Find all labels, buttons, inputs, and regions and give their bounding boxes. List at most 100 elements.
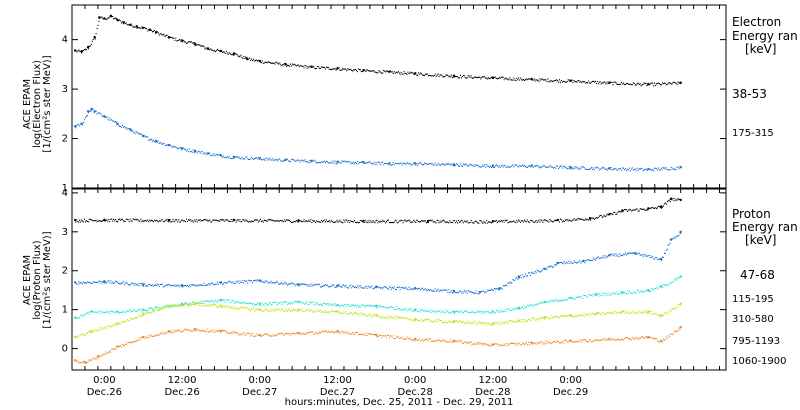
proton-trace-dot	[437, 339, 439, 341]
proton-trace-dot	[449, 321, 451, 323]
proton-trace-dot	[178, 284, 180, 286]
proton-trace-dot	[180, 331, 182, 333]
electron-trace-dot	[233, 54, 235, 56]
electron-trace-dot	[235, 156, 237, 158]
proton-trace-dot	[116, 346, 118, 348]
proton-trace-dot	[172, 306, 174, 308]
proton-trace-dot	[602, 216, 604, 218]
proton-trace-dot	[102, 281, 104, 283]
proton-trace-dot	[376, 336, 378, 338]
proton-trace-dot	[119, 345, 121, 347]
proton-trace-dot	[596, 293, 598, 295]
electron-trace-dot	[468, 75, 470, 77]
electron-trace-dot	[408, 163, 410, 165]
proton-trace-dot	[484, 311, 486, 313]
proton-trace-dot	[527, 221, 529, 223]
proton-trace-dot	[328, 220, 330, 222]
proton-trace-dot	[626, 337, 628, 339]
electron-trace-dot	[625, 83, 627, 85]
proton-trace-dot	[206, 301, 208, 303]
electron-trace-dot	[244, 57, 246, 59]
electron-trace-dot	[406, 74, 408, 76]
proton-trace-dot	[496, 222, 498, 224]
electron-trace-dot	[195, 150, 197, 152]
proton-trace-dot	[526, 219, 528, 221]
proton-trace-dot	[522, 342, 524, 344]
proton-trace-dot	[130, 318, 132, 320]
electron-trace-dot	[469, 76, 471, 78]
proton-trace-dot	[174, 220, 176, 222]
proton-trace-dot	[588, 314, 590, 316]
electron-trace-dot	[213, 153, 215, 155]
proton-trace-dot	[192, 303, 194, 305]
proton-trace-dot	[576, 262, 578, 264]
proton-trace-dot	[416, 309, 418, 311]
proton-trace-dot	[300, 310, 302, 312]
electron-trace-dot	[139, 132, 141, 134]
electron-trace-dot	[528, 165, 530, 167]
proton-trace-dot	[475, 220, 477, 222]
proton-trace-dot	[192, 284, 194, 286]
proton-trace-dot	[284, 334, 286, 336]
proton-trace-dot	[535, 303, 537, 305]
proton-trace-dot	[389, 286, 391, 288]
electron-trace-dot	[158, 142, 160, 144]
electron-trace-dot	[245, 156, 247, 158]
proton-trace-dot	[660, 286, 662, 288]
proton-trace-dot	[379, 221, 381, 223]
proton-trace-dot	[665, 285, 667, 287]
proton-trace-dot	[534, 221, 536, 223]
proton-trace-dot	[429, 289, 431, 291]
electron-trace-dot	[295, 65, 297, 67]
proton-trace-dot	[195, 219, 197, 221]
proton-trace-dot	[612, 338, 614, 340]
proton-trace-dot	[455, 340, 457, 342]
proton-trace-dot	[529, 305, 531, 307]
proton-trace-dot	[606, 338, 608, 340]
proton-trace-dot	[361, 221, 363, 223]
proton-trace-dot	[666, 284, 668, 286]
proton-trace-dot	[550, 317, 552, 319]
electron-trace-dot	[227, 157, 229, 159]
proton-trace-dot	[625, 209, 627, 211]
proton-trace-dot	[549, 219, 551, 221]
proton-trace-dot	[367, 333, 369, 335]
proton-trace-dot	[625, 310, 627, 312]
proton-trace-dot	[178, 305, 180, 307]
proton-trace-dot	[454, 320, 456, 322]
electron-trace-dot	[252, 60, 254, 62]
proton-trace-dot	[123, 220, 125, 222]
electron-trace-dot	[149, 139, 151, 141]
proton-trace-dot	[251, 303, 253, 305]
proton-trace-dot	[412, 310, 414, 312]
proton-trace-dot	[237, 219, 239, 221]
proton-trace-dot	[518, 342, 520, 344]
proton-trace-dot	[108, 351, 110, 353]
proton-trace-dot	[199, 284, 201, 286]
proton-trace-dot	[200, 300, 202, 302]
proton-trace-dot	[595, 339, 597, 341]
proton-trace-dot	[374, 222, 376, 224]
proton-trace-dot	[499, 288, 501, 290]
electron-trace-dot	[589, 82, 591, 84]
proton-trace-dot	[427, 289, 429, 291]
electron-trace-dot	[464, 77, 466, 79]
proton-trace-dot	[503, 323, 505, 325]
proton-trace-dot	[150, 307, 152, 309]
proton-trace-dot	[504, 309, 506, 311]
proton-trace-dot	[548, 221, 550, 223]
proton-trace-dot	[652, 313, 654, 315]
proton-trace-dot	[450, 221, 452, 223]
electron-trace-dot	[131, 129, 133, 131]
proton-trace-dot	[238, 220, 240, 222]
proton-trace-dot	[440, 312, 442, 314]
electron-trace-dot	[552, 166, 554, 168]
proton-trace-dot	[665, 203, 667, 205]
proton-trace-dot	[271, 335, 273, 337]
proton-trace-dot	[442, 339, 444, 341]
proton-trace-dot	[117, 310, 119, 312]
electron-trace-dot	[164, 36, 166, 38]
proton-trace-dot	[641, 254, 643, 256]
proton-trace-dot	[362, 334, 364, 336]
proton-trace-dot	[446, 322, 448, 324]
